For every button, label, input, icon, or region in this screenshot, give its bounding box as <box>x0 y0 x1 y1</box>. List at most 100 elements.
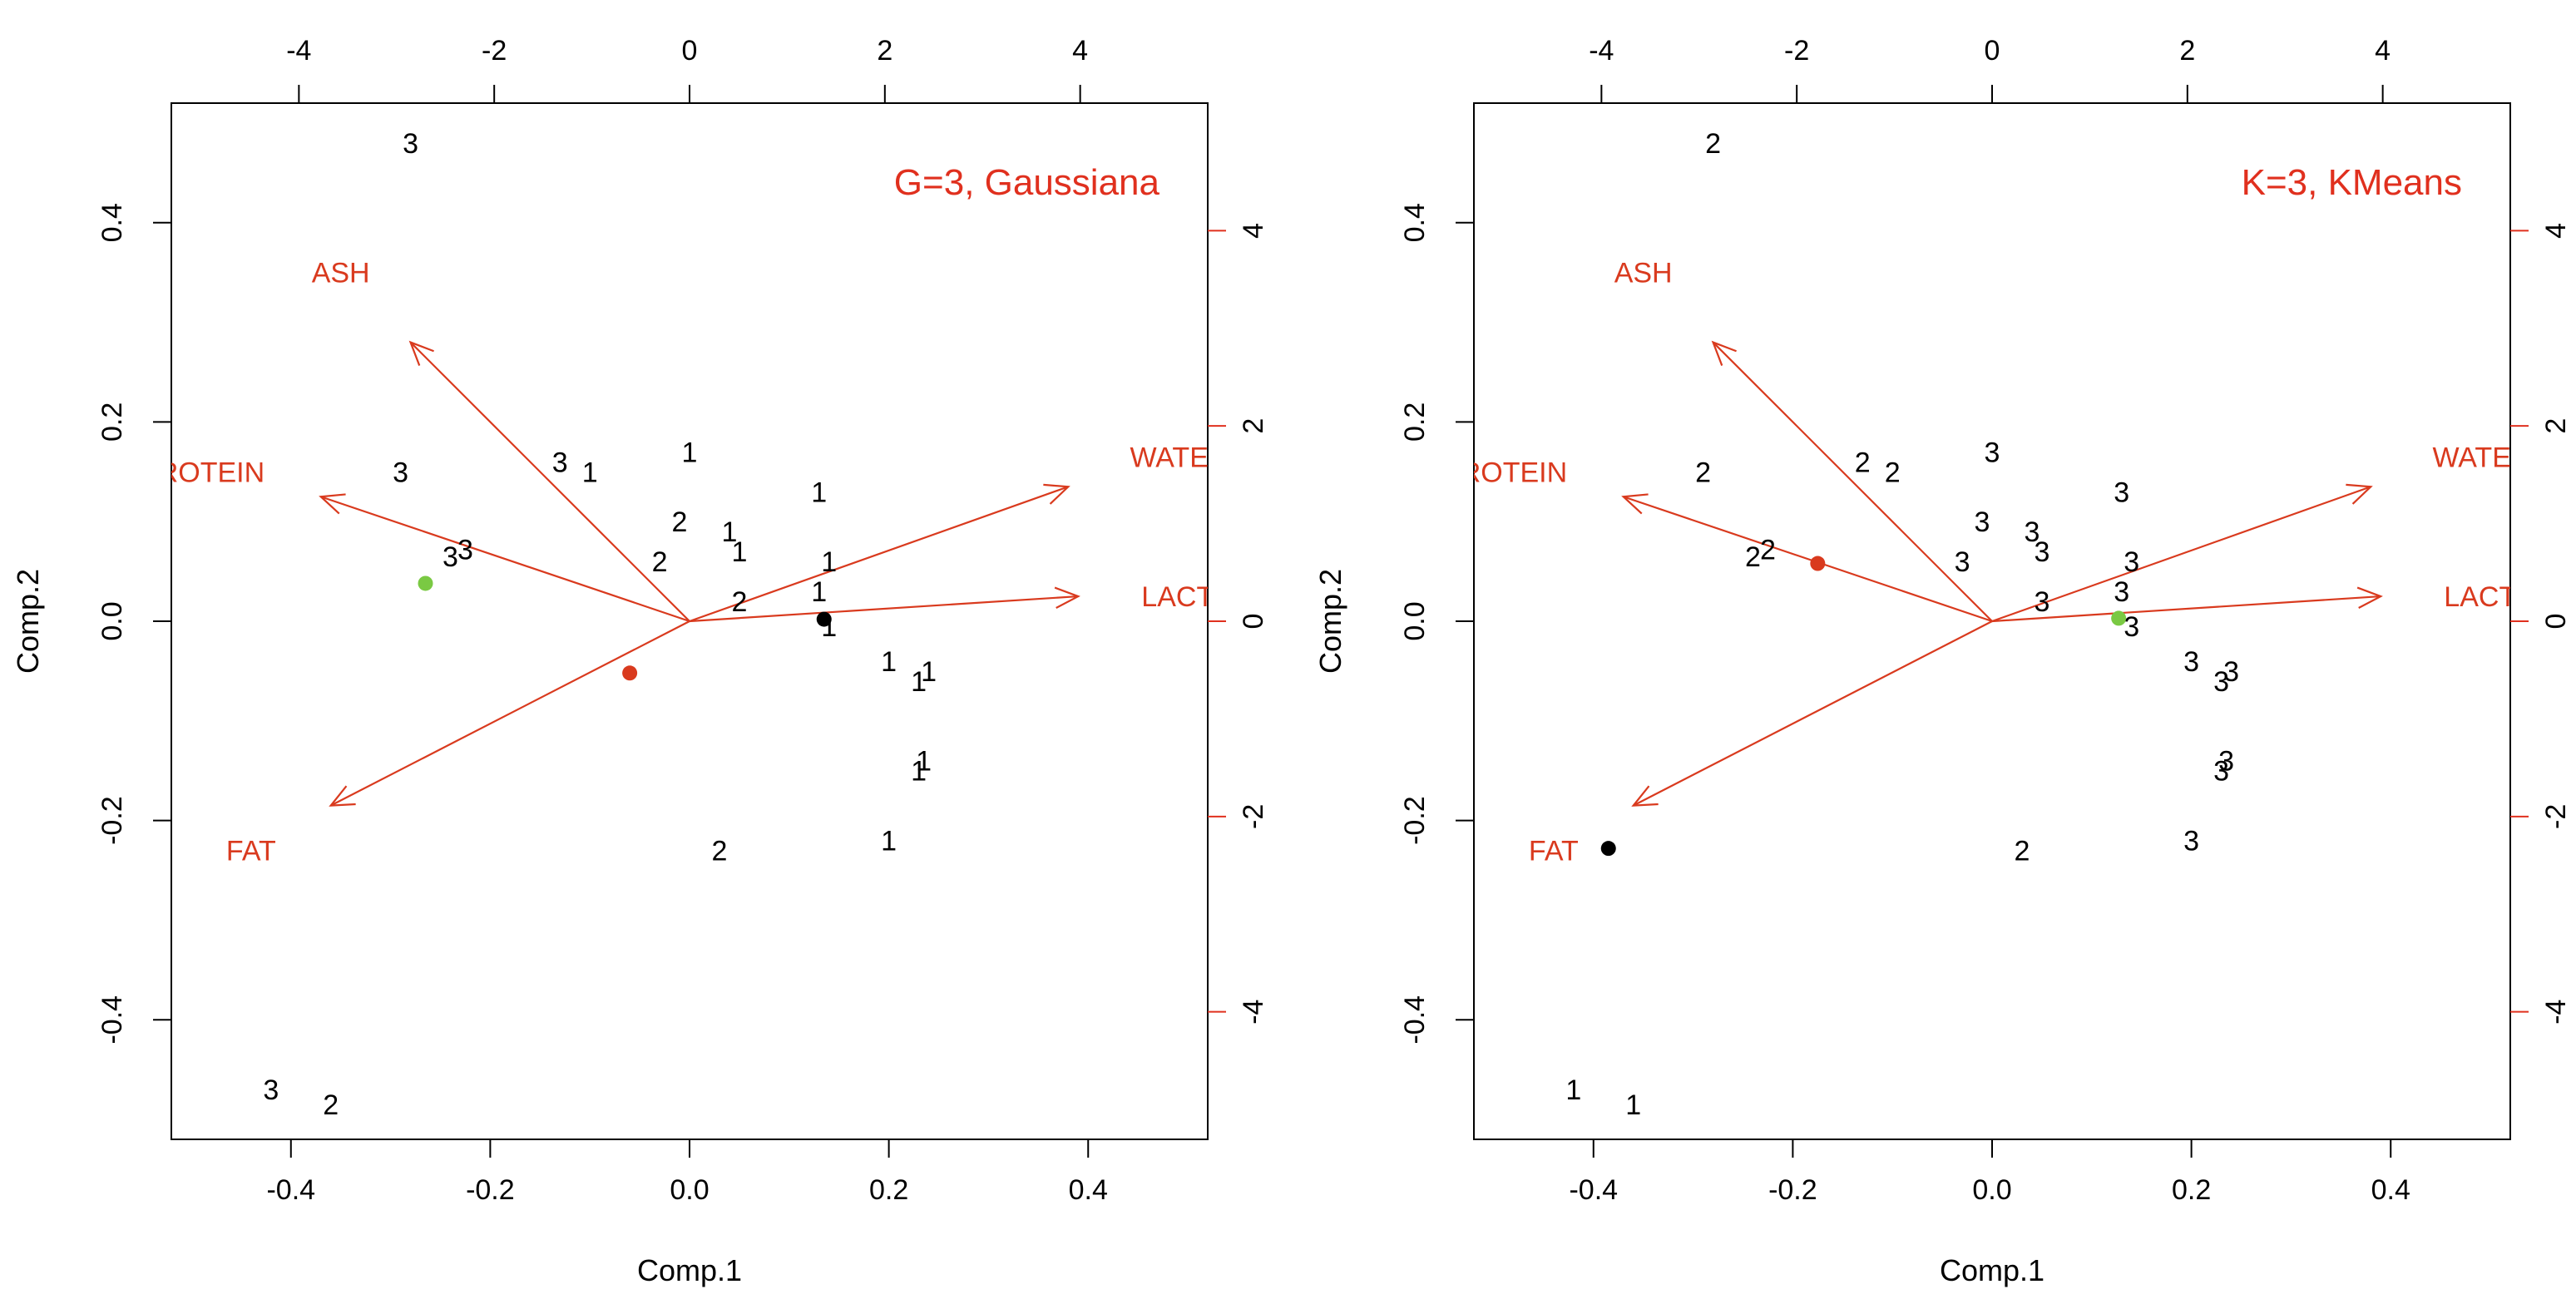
x-tick-label: 0.0 <box>670 1174 709 1206</box>
data-point-label: 3 <box>2124 546 2139 578</box>
top-tick-label: 4 <box>2375 35 2391 67</box>
x-tick-label: -0.4 <box>1569 1174 1618 1206</box>
loading-arrow-line <box>409 341 690 622</box>
y-tick-label: 0.4 <box>1399 203 1431 242</box>
data-point-label: 2 <box>672 506 688 538</box>
loading-arrow-head <box>1043 483 1070 505</box>
data-point-label: 2 <box>652 546 668 578</box>
data-point-label: 2 <box>323 1089 339 1121</box>
loading-label: ASH <box>312 258 370 289</box>
cluster-centroid <box>1810 556 1826 571</box>
y-tick-label: -0.2 <box>96 796 128 845</box>
cluster-centroid <box>2111 610 2127 626</box>
data-point-label: 2 <box>1745 541 1761 573</box>
data-point-label: 2 <box>1695 457 1711 488</box>
data-point-label: 3 <box>393 457 408 488</box>
loading-arrow-head <box>1054 586 1080 609</box>
loading-arrow-line <box>1712 341 1993 622</box>
data-point-label: 2 <box>2014 836 2030 867</box>
data-point-label: 3 <box>2024 516 2040 548</box>
data-point-label: 3 <box>2183 826 2199 857</box>
data-point-label: 1 <box>881 826 897 857</box>
loading-arrow-line <box>1991 595 2381 623</box>
data-point-label: 3 <box>2114 576 2129 608</box>
data-point-label: 3 <box>2183 646 2199 678</box>
top-tick-label: -4 <box>286 35 311 67</box>
loading-arrow-head <box>1621 493 1649 515</box>
data-point-label: 3 <box>1955 546 1970 578</box>
y-axis-title: Comp.2 <box>1313 569 1347 674</box>
right-tick-label: -2 <box>1238 804 1269 829</box>
biplot-panel-gaussian: -0.4 -0.2 0.0 0.2 0.4 -0.4 -0.2 0.0 0.2 0.4 -4 -2 0 2… <box>11 35 1269 1287</box>
data-point-label: 1 <box>1565 1074 1581 1106</box>
data-point-label: 3 <box>2124 611 2139 643</box>
data-point-label: 3 <box>1985 437 2000 468</box>
top-tick-label: -2 <box>1784 35 1809 67</box>
top-tick-label: 4 <box>1072 35 1088 67</box>
loading-label: FAT <box>226 836 276 867</box>
y-tick-label: -0.4 <box>1399 995 1431 1045</box>
data-point-label: 3 <box>457 535 473 566</box>
data-point-label: 3 <box>2213 756 2229 788</box>
right-tick-label: 0 <box>1238 614 1269 630</box>
data-point-label: 1 <box>911 756 927 788</box>
data-point-label: 1 <box>1625 1089 1641 1121</box>
right-tick-label: -2 <box>2540 804 2572 829</box>
loading-label: WATEF <box>2432 442 2528 473</box>
loading-arrow-line <box>1623 496 1993 623</box>
x-tick-label: 0.2 <box>869 1174 908 1206</box>
cluster-centroid <box>1600 841 1616 857</box>
x-tick-label: 0.4 <box>2371 1174 2410 1206</box>
cluster-centroid <box>816 611 832 627</box>
right-tick-label: 2 <box>2540 418 2572 434</box>
data-point-label: 1 <box>881 646 897 678</box>
data-point-label: 3 <box>2034 586 2049 618</box>
y-tick-label: 0.2 <box>1399 403 1431 442</box>
loading-label: ROTEIN <box>1461 457 1567 488</box>
loading-arrow-line <box>320 496 690 623</box>
loading-arrow-head <box>1631 785 1659 807</box>
x-tick-label: -0.4 <box>266 1174 315 1206</box>
data-point-label: 3 <box>2213 666 2229 698</box>
data-point-label: 1 <box>911 666 927 698</box>
data-point-label: 3 <box>2223 656 2239 688</box>
data-point-label: 3 <box>552 447 568 478</box>
x-tick-label: 0.0 <box>1972 1174 2011 1206</box>
loading-label: LACTOS <box>1141 581 1253 613</box>
loading-arrow-head <box>2346 483 2373 505</box>
chart-title: G=3, Gaussiana <box>894 162 1160 203</box>
data-point-label: 2 <box>731 586 747 618</box>
data-point-label: 3 <box>263 1074 279 1106</box>
loading-label: FAT <box>1529 836 1579 867</box>
chart-title: K=3, KMeans <box>2242 162 2462 203</box>
data-point-label: 3 <box>443 541 458 573</box>
y-tick-label: -0.2 <box>1399 796 1431 845</box>
loading-arrow-head <box>329 785 356 807</box>
loading-arrow-head <box>408 340 434 366</box>
data-point-label: 3 <box>2218 746 2234 778</box>
loading-arrow-head <box>1711 340 1737 366</box>
top-tick-label: 0 <box>682 35 698 67</box>
loading-arrow-line <box>330 620 690 807</box>
data-point-label: 3 <box>403 128 418 160</box>
data-point-label: 2 <box>1885 457 1901 488</box>
x-axis-title: Comp.1 <box>637 1253 742 1287</box>
right-tick-label: 0 <box>2540 614 2572 630</box>
right-tick-label: -4 <box>2540 1000 2572 1025</box>
y-tick-label: -0.4 <box>96 995 128 1045</box>
y-axis-title: Comp.2 <box>11 569 45 674</box>
biplot-panel-kmeans: -0.4 -0.2 0.0 0.2 0.4 -0.4 -0.2 0.0 0.2 0.4 -4 -2 0 2… <box>1313 35 2572 1287</box>
data-point-label: 1 <box>916 746 932 778</box>
y-tick-label: 0.0 <box>96 601 128 640</box>
data-point-label: 3 <box>2114 477 2129 508</box>
x-tick-label: 0.4 <box>1069 1174 1108 1206</box>
data-point-label: 1 <box>682 437 698 468</box>
data-point-label: 2 <box>1760 535 1776 566</box>
x-tick-label: 0.2 <box>2172 1174 2211 1206</box>
y-tick-label: 0.0 <box>1399 601 1431 640</box>
loading-arrow-line <box>689 595 1079 623</box>
loading-arrow-line <box>1991 486 2371 623</box>
